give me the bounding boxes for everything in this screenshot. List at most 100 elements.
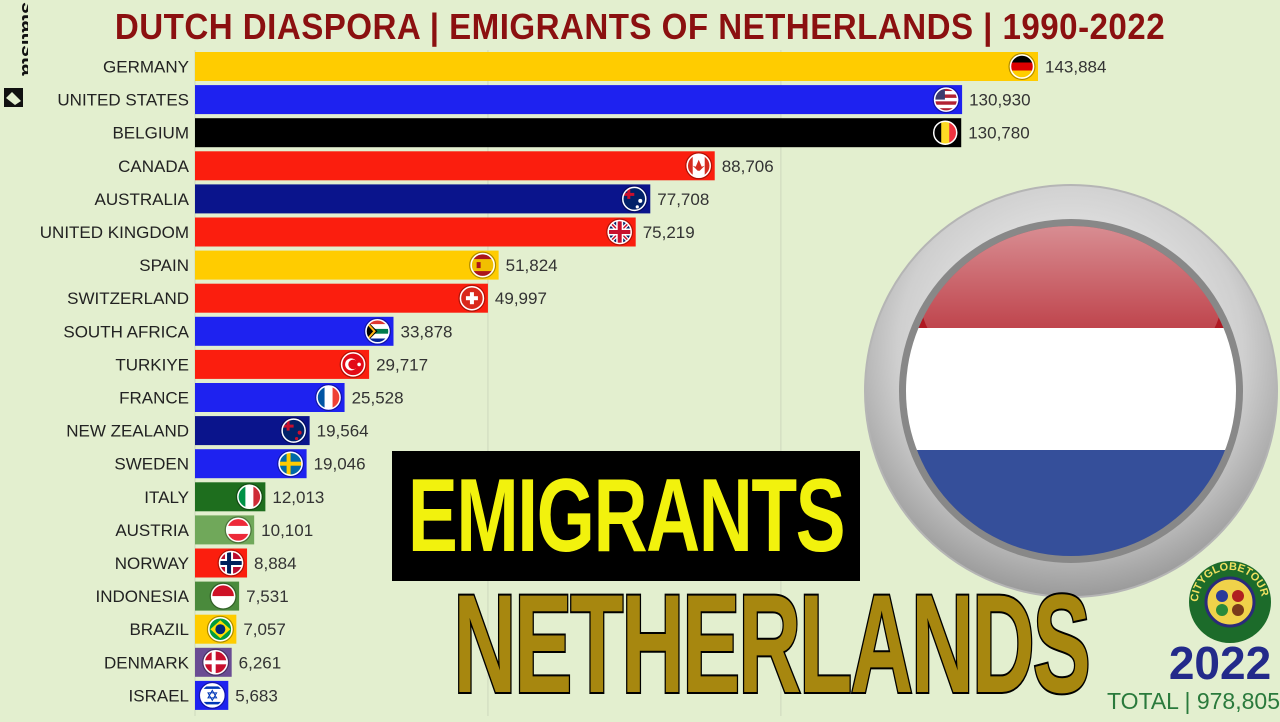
new-zealand-flag-icon (280, 417, 308, 445)
value-label: 10,101 (261, 521, 313, 540)
bar (195, 85, 963, 115)
bar-row: SPAIN 51,824 (139, 250, 558, 280)
bar (195, 184, 651, 214)
france-flag-icon (315, 384, 343, 411)
statista-logo: statista (4, 2, 28, 107)
bar (195, 118, 962, 148)
belgium-flag-icon (931, 119, 959, 147)
bar-row: GERMANY 143,884 (103, 52, 1106, 81)
south-africa-flag-icon (363, 317, 391, 345)
israel-flag-icon (198, 681, 226, 709)
bar-row: TURKIYE 29,717 (115, 349, 428, 379)
bar-row: FRANCE 25,528 (119, 383, 404, 412)
bar (195, 316, 394, 346)
value-label: 7,057 (243, 620, 286, 639)
value-label: 8,884 (254, 554, 297, 573)
turkiye-flag-icon (339, 350, 367, 378)
sweden-flag-icon (277, 450, 305, 478)
category-label: INDONESIA (95, 587, 189, 606)
germany-flag-icon (1008, 53, 1036, 80)
value-label: 6,261 (239, 653, 282, 672)
bar-row: INDONESIA 7,531 (95, 581, 289, 611)
category-label: NORWAY (115, 554, 189, 573)
switzerland-flag-icon (458, 284, 486, 312)
bar-row: DENMARK 6,261 (104, 647, 282, 677)
spain-flag-icon (469, 251, 497, 279)
category-label: SWEDEN (114, 455, 189, 474)
bar (195, 349, 370, 379)
bar-row: SOUTH AFRICA 33,878 (63, 316, 452, 346)
total-label: TOTAL | 978,805 (1106, 688, 1280, 714)
category-label: FRANCE (119, 389, 189, 408)
bar-row: ISRAEL 5,683 (129, 680, 278, 710)
bar (195, 283, 488, 313)
statista-logo-text: statista (17, 2, 28, 76)
bar (195, 151, 715, 181)
value-label: 19,564 (317, 422, 369, 441)
united-kingdom-flag-icon (606, 218, 634, 246)
bar (195, 250, 499, 280)
value-label: 143,884 (1045, 58, 1106, 77)
netherlands-flag-button (862, 182, 1280, 600)
value-label: 77,708 (657, 190, 709, 209)
bar (195, 52, 1038, 81)
value-label: 5,683 (235, 686, 278, 705)
value-label: 12,013 (272, 488, 324, 507)
cityglobetour-logo: CITYGLOBETOUR (1189, 561, 1271, 643)
subheadline-text: NETHERLANDS (452, 565, 1092, 722)
category-label: TURKIYE (115, 355, 189, 374)
bar-row: SWEDEN 19,046 (114, 449, 366, 479)
category-label: CANADA (118, 157, 190, 176)
category-label: SWITZERLAND (67, 289, 189, 308)
category-label: UNITED KINGDOM (40, 223, 189, 242)
value-label: 7,531 (246, 587, 289, 606)
canada-flag-icon (685, 152, 713, 180)
value-label: 51,824 (506, 256, 558, 275)
united-states-flag-icon (932, 86, 960, 114)
bar-row: AUSTRIA 10,101 (115, 515, 313, 545)
category-label: BELGIUM (112, 124, 189, 143)
value-label: 19,046 (314, 455, 366, 474)
category-label: NEW ZEALAND (66, 422, 189, 441)
indonesia-flag-icon (209, 582, 237, 610)
value-label: 130,780 (968, 124, 1029, 143)
category-label: DENMARK (104, 653, 190, 672)
value-label: 49,997 (495, 289, 547, 308)
category-label: ISRAEL (129, 686, 189, 705)
norway-flag-icon (217, 549, 245, 577)
value-label: 130,930 (969, 91, 1030, 110)
category-label: SPAIN (139, 256, 189, 275)
brazil-flag-icon (206, 615, 234, 643)
bar-row: UNITED KINGDOM 75,219 (40, 217, 695, 247)
bar-row: BELGIUM 130,780 (112, 118, 1030, 148)
austria-flag-icon (224, 516, 252, 544)
bar-row: AUSTRALIA 77,708 (95, 184, 709, 214)
category-label: BRAZIL (129, 620, 189, 639)
value-label: 88,706 (722, 157, 774, 176)
value-label: 33,878 (400, 322, 452, 341)
bar-row: CANADA 88,706 (118, 151, 774, 181)
bar (195, 217, 636, 247)
italy-flag-icon (235, 483, 263, 511)
category-label: SOUTH AFRICA (63, 322, 189, 341)
category-label: AUSTRIA (115, 521, 189, 540)
category-label: AUSTRALIA (95, 190, 190, 209)
bar-row: NEW ZEALAND 19,564 (66, 416, 369, 446)
bars: GERMANY 143,884 UNITED STATES 130,930 BELGIU… (40, 52, 1106, 710)
denmark-flag-icon (202, 648, 230, 676)
australia-flag-icon (620, 185, 648, 213)
bar-row: UNITED STATES 130,930 (57, 85, 1031, 115)
category-label: UNITED STATES (57, 91, 189, 110)
value-label: 29,717 (376, 355, 428, 374)
bar-row: BRAZIL 7,057 (129, 614, 286, 644)
bar-row: ITALY 12,013 (144, 482, 324, 512)
value-label: 75,219 (643, 223, 695, 242)
year-label: 2022 (1168, 637, 1272, 689)
bar-row: NORWAY 8,884 (115, 548, 297, 578)
category-label: ITALY (144, 488, 189, 507)
headline-banner: EMIGRANTS (392, 451, 860, 581)
bar-row: SWITZERLAND 49,997 (67, 283, 547, 313)
chart-title: DUTCH DIASPORA | EMIGRANTS OF NETHERLAND… (114, 6, 1166, 47)
headline-text: EMIGRANTS (407, 457, 846, 574)
